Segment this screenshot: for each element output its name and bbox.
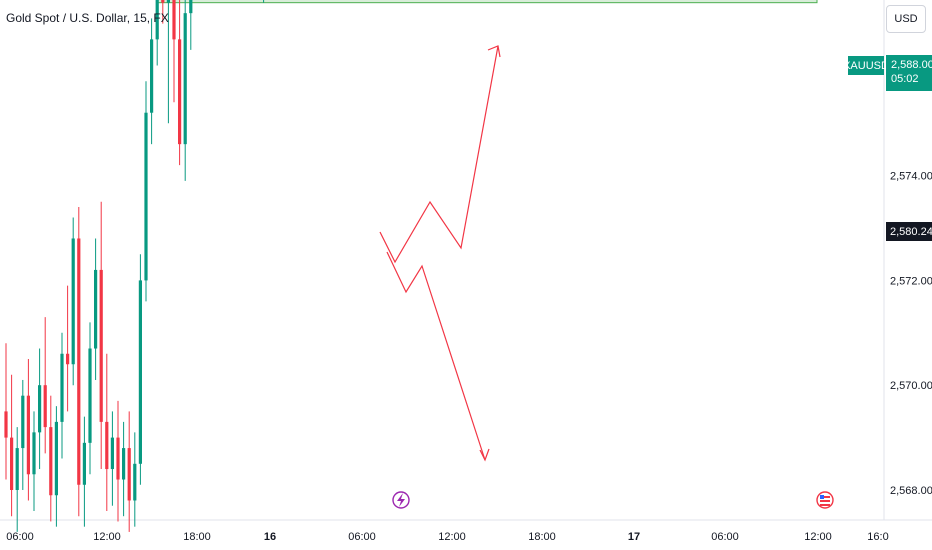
- level-price-badge: 2,580.24: [886, 222, 932, 241]
- candle-body: [155, 0, 159, 40]
- x-tick-label: 12:00: [438, 531, 466, 543]
- bar-countdown: 05:02: [891, 73, 919, 85]
- candle-body: [77, 238, 81, 485]
- candle-body: [138, 280, 142, 464]
- currency-button[interactable]: USD: [886, 5, 926, 33]
- candle-body: [122, 448, 126, 480]
- candle-body: [94, 269, 98, 349]
- candle-body: [116, 437, 120, 480]
- bearish-projection-path: [386, 251, 486, 461]
- bullish-arrowhead-icon: [487, 45, 501, 58]
- x-tick-label: 16: [264, 531, 276, 543]
- candle-body: [10, 437, 14, 490]
- candle-body: [105, 421, 109, 470]
- candle-body: [66, 353, 70, 365]
- lightning-glyph: [397, 493, 405, 507]
- x-tick-label: 06:00: [348, 531, 376, 543]
- candle-body: [183, 13, 187, 145]
- candle-body: [161, 0, 165, 3]
- candle-body: [127, 448, 131, 501]
- last-price-value: 2,588.00: [891, 59, 932, 71]
- candle-body: [82, 442, 86, 485]
- flag-stripe: [820, 500, 830, 502]
- candle-body: [144, 112, 148, 281]
- bearish-arrowhead-icon: [479, 448, 490, 462]
- y-tick-label: 2,570.00: [890, 380, 932, 392]
- x-tick-label: 12:00: [804, 531, 832, 543]
- y-tick-label: 2,568.00: [890, 485, 932, 497]
- candle-body: [133, 463, 137, 501]
- x-tick-label: 06:00: [711, 531, 739, 543]
- candle-body: [60, 353, 64, 422]
- candle-body: [49, 427, 53, 496]
- candle-body: [43, 385, 47, 428]
- candle-body: [150, 39, 154, 113]
- flag-stripe: [820, 496, 830, 498]
- flag-canton: [820, 495, 824, 499]
- demand-zone: [156, 0, 818, 4]
- candle-body: [71, 238, 75, 365]
- chart-title: Gold Spot / U.S. Dollar, 15, FX: [6, 11, 169, 25]
- candle-body: [4, 411, 8, 438]
- candle-body: [88, 348, 92, 443]
- candle-body: [189, 0, 193, 14]
- x-tick-label: 16:0: [867, 531, 888, 543]
- candle-body: [21, 395, 25, 449]
- flag-stripe: [820, 504, 830, 506]
- x-tick-label: 12:00: [93, 531, 121, 543]
- candle-body: [15, 448, 19, 490]
- x-tick-label: 17: [628, 531, 640, 543]
- x-tick-label: 18:00: [183, 531, 211, 543]
- candle-body: [54, 421, 58, 496]
- y-tick-label: 2,574.00: [890, 171, 932, 183]
- candle-body: [38, 385, 42, 433]
- candle-body: [172, 0, 176, 40]
- y-tick-label: 2,572.00: [890, 275, 932, 287]
- candle-body: [166, 0, 170, 3]
- candle-body: [32, 432, 36, 475]
- bullish-projection-path: [379, 45, 499, 264]
- candle-body: [99, 269, 103, 422]
- last-price-badge: 2,588.00 05:02: [886, 55, 932, 91]
- x-tick-label: 06:00: [6, 531, 34, 543]
- candle-body: [178, 39, 182, 145]
- candle-body: [110, 437, 114, 470]
- symbol-badge: XAUUSD: [843, 56, 889, 75]
- x-tick-label: 18:00: [528, 531, 556, 543]
- candle-body: [26, 395, 30, 475]
